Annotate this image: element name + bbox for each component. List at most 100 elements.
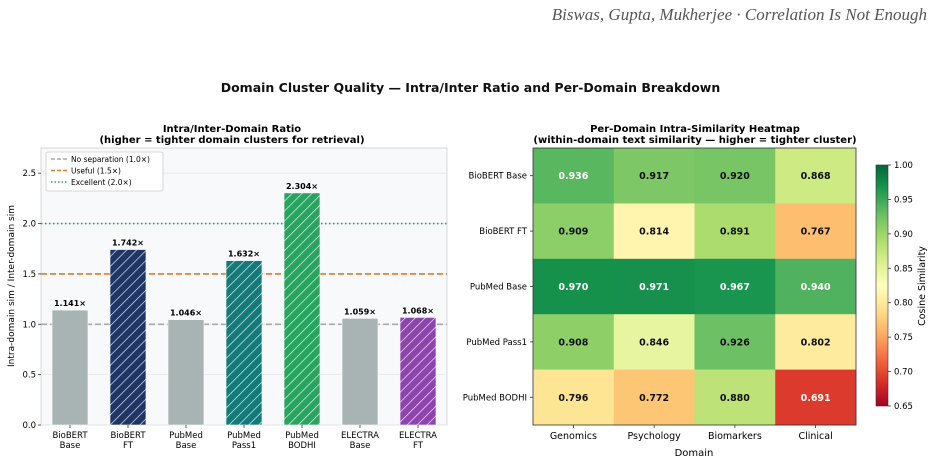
bar-x-tick-label: BioBERT — [110, 431, 146, 441]
heatmap-cell — [775, 369, 857, 426]
legend-label: Excellent (2.0×) — [71, 178, 132, 187]
colorbar-tick-label: 0.95 — [894, 195, 913, 205]
colorbar-ticks: 0.65 0.70 0.75 0.80 0.85 0.90 0.95 1.00 — [888, 161, 913, 412]
bar — [167, 319, 205, 426]
bar-y-axis-label: Intra-domain sim / Inter-domain sim — [7, 205, 17, 367]
bar-x-tick-label: PubMed — [227, 431, 261, 441]
bar-legend: No separation (1.0×) Useful (1.5×) Excelle… — [45, 151, 164, 192]
colorbar-tick-label: 0.85 — [894, 264, 913, 274]
heatmap-cell — [533, 148, 615, 204]
heatmap-cell-label: 0.967 — [720, 282, 750, 293]
heatmap-x-axis-label: Domain — [675, 448, 714, 459]
heatmap-cell — [613, 314, 695, 370]
heatmap-cell — [533, 314, 615, 370]
bar-value-label: 1.068× — [402, 306, 434, 315]
heatmap-cell — [775, 258, 857, 315]
colorbar — [875, 164, 889, 407]
heatmap-cell-label: 0.926 — [720, 337, 750, 348]
heatmap-cell-label: 0.920 — [720, 171, 750, 182]
heatmap-row-label: PubMed Pass1 — [466, 338, 527, 348]
bar-value-label: 1.141× — [54, 299, 86, 308]
heatmap-cell-label: 0.802 — [801, 337, 831, 348]
heatmap-cell — [613, 369, 695, 426]
colorbar-tick-label: 0.70 — [894, 368, 913, 378]
bar-hatch — [400, 317, 436, 425]
heatmap-cell-label: 0.908 — [558, 337, 588, 348]
heatmap-row-labels: BioBERT Base BioBERT FT PubMed Base PubMed … — [463, 172, 533, 403]
heatmap-cell-label: 0.936 — [558, 171, 588, 182]
colorbar-tick-label: 1.00 — [894, 161, 913, 171]
bar-series — [51, 192, 437, 426]
bar-y-ticks: 0.0 0.5 1.0 1.5 2.0 2.5 — [22, 169, 41, 431]
bar-x-tick-label: ELECTRA — [341, 431, 379, 441]
bar — [341, 318, 379, 426]
heatmap-cell — [533, 203, 615, 260]
heatmap-cell — [613, 148, 695, 204]
bar-x-tick-label: FT — [413, 441, 424, 451]
bar-x-tick-label: PubMed — [169, 431, 203, 441]
colorbar-label: Cosine Similarity — [917, 246, 928, 326]
bar-y-tick-label: 1.5 — [22, 270, 36, 280]
heatmap-cell-label: 0.691 — [801, 393, 831, 404]
heatmap-cell-label: 0.868 — [801, 171, 831, 182]
header-running-title: Correlation Is Not Enough — [744, 5, 927, 24]
legend-label: No separation (1.0×) — [71, 155, 150, 164]
bar-chart-title-line-1: Intra/Inter-Domain Ratio — [163, 124, 301, 135]
heatmap-cell-label: 0.767 — [801, 227, 831, 238]
bar-x-tick-label: PubMed — [285, 431, 319, 441]
header-authors: Biswas, Gupta, Mukherjee — [551, 5, 733, 24]
heatmap-cell-label: 0.796 — [558, 393, 588, 404]
heatmap-cell-label: 0.880 — [720, 393, 750, 404]
heatmap-title-line-1: Per-Domain Intra-Similarity Heatmap — [590, 124, 800, 135]
bar-y-tick-label: 2.0 — [22, 220, 36, 230]
running-header: Biswas, Gupta, Mukherjee · Correlation I… — [552, 5, 927, 25]
bar-y-tick-label: 0.5 — [22, 371, 36, 381]
heatmap-cell — [775, 203, 857, 260]
heatmap-column-labels: Genomics Psychology Biomarkers Clinical — [550, 425, 833, 442]
bar-y-tick-label: 0.0 — [22, 421, 36, 431]
bar-x-tick-label: BioBERT — [52, 431, 88, 441]
heatmap-cell — [694, 258, 776, 315]
heatmap-cell-label: 0.917 — [639, 171, 669, 182]
bar-hatch — [110, 249, 146, 425]
heatmap-cell — [694, 148, 776, 204]
header-separator: · — [736, 5, 741, 24]
heatmap-column-label: Genomics — [550, 431, 597, 442]
bar-x-ticks: BioBERTBaseBioBERTFTPubMedBasePubMedPass… — [52, 425, 437, 451]
bar-x-tick-label: Base — [176, 441, 197, 451]
heatmap-cell — [533, 369, 615, 426]
bar-value-label: 1.742× — [112, 239, 144, 248]
colorbar-tick-label: 0.65 — [894, 402, 913, 412]
heatmap-column-label: Clinical — [798, 431, 832, 442]
bar-chart-title-line-2: (higher = tighter domain clusters for re… — [99, 135, 364, 146]
bar-hatch — [284, 192, 320, 425]
bar-value-label: 1.632× — [228, 250, 260, 259]
bar-hatch — [226, 260, 262, 425]
heatmap-cell — [775, 314, 857, 370]
colorbar-tick-label: 0.80 — [894, 299, 913, 309]
heatmap-cells: 0.936 0.917 0.920 0.868 0.909 0.814 0.891 0.767… — [533, 148, 857, 426]
bar — [51, 309, 89, 426]
bar-value-label: 1.046× — [170, 309, 202, 318]
heatmap-cell — [694, 203, 776, 260]
heatmap-cell-label: 0.891 — [720, 227, 750, 238]
bar-y-tick-label: 2.5 — [22, 169, 36, 179]
heatmap-row-label: BioBERT FT — [479, 227, 528, 237]
heatmap-cell-label: 0.971 — [639, 282, 669, 293]
heatmap-cell-label: 0.909 — [558, 227, 588, 238]
heatmap-cell — [613, 258, 695, 315]
legend-label: Useful (1.5×) — [71, 167, 121, 176]
bar-value-labels: 1.141× 1.742× 1.046× 1.632× 2.304× 1.059× 1.06… — [54, 182, 434, 318]
bar-x-tick-label: Base — [60, 441, 81, 451]
heatmap-cell-label: 0.814 — [639, 227, 669, 238]
heatmap-row-label: PubMed BODHI — [463, 393, 527, 403]
heatmap-cell — [613, 203, 695, 260]
heatmap-column-label: Biomarkers — [708, 431, 762, 442]
bar-x-tick-label: Pass1 — [232, 441, 256, 451]
bar-x-tick-label: BODHI — [288, 441, 316, 451]
colorbar-tick-label: 0.75 — [894, 333, 913, 343]
heatmap-cell-label: 0.970 — [558, 282, 588, 293]
figure-suptitle: Domain Cluster Quality — Intra/Inter Rat… — [220, 80, 721, 95]
heatmap-cell-label: 0.846 — [639, 337, 669, 348]
heatmap-cell — [775, 148, 857, 204]
